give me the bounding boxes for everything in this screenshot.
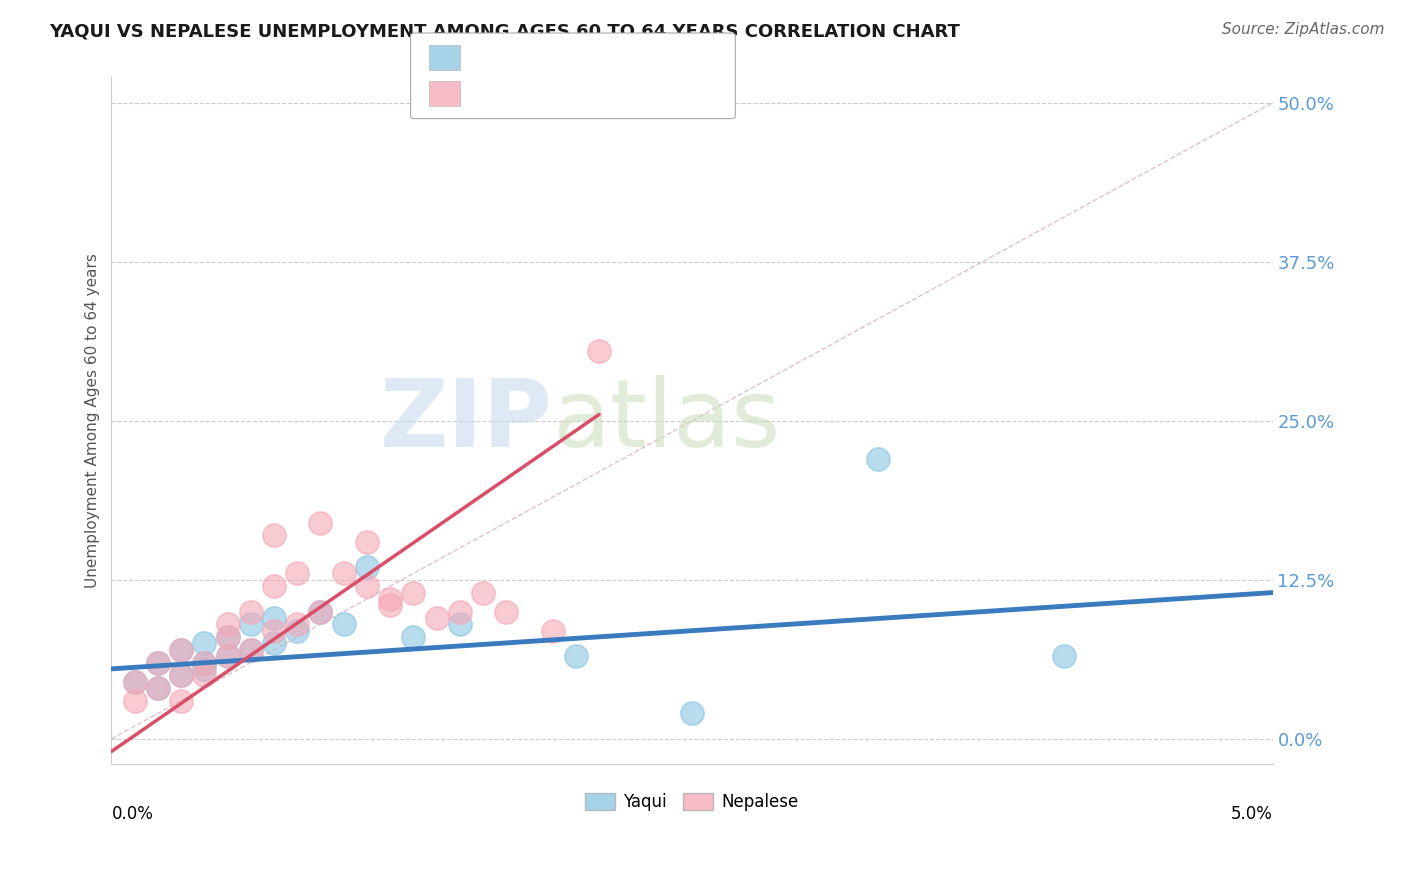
Point	[449, 605, 471, 619]
Point	[146, 656, 169, 670]
Text: N = 24: N = 24	[612, 49, 669, 67]
Point	[541, 624, 564, 638]
Point	[239, 642, 262, 657]
Point	[402, 585, 425, 599]
Point	[263, 528, 285, 542]
Point	[449, 617, 471, 632]
Point	[356, 579, 378, 593]
Point	[866, 452, 889, 467]
Point	[565, 649, 588, 664]
Point	[217, 630, 239, 644]
Point	[472, 585, 495, 599]
Point	[124, 694, 146, 708]
Point	[239, 642, 262, 657]
Point	[217, 649, 239, 664]
Point	[425, 611, 447, 625]
Text: ZIP: ZIP	[380, 375, 553, 467]
Point	[309, 605, 332, 619]
Point	[170, 694, 193, 708]
Point	[356, 560, 378, 574]
Point	[332, 617, 354, 632]
Legend: Yaqui, Nepalese: Yaqui, Nepalese	[578, 786, 806, 818]
Point	[378, 591, 401, 606]
Point	[1052, 649, 1074, 664]
Point	[239, 617, 262, 632]
Point	[146, 681, 169, 695]
Point	[309, 605, 332, 619]
Point	[146, 681, 169, 695]
Point	[217, 649, 239, 664]
Point	[285, 566, 308, 581]
Point	[193, 662, 215, 676]
Point	[124, 674, 146, 689]
Point	[285, 617, 308, 632]
Point	[217, 630, 239, 644]
Point	[193, 656, 215, 670]
Point	[193, 636, 215, 650]
Y-axis label: Unemployment Among Ages 60 to 64 years: Unemployment Among Ages 60 to 64 years	[86, 253, 100, 589]
Point	[217, 617, 239, 632]
Point	[239, 605, 262, 619]
Point	[681, 706, 703, 721]
Point	[588, 343, 610, 358]
Point	[193, 656, 215, 670]
Point	[495, 605, 517, 619]
Text: atlas: atlas	[553, 375, 780, 467]
Text: Source: ZipAtlas.com: Source: ZipAtlas.com	[1222, 22, 1385, 37]
Point	[332, 566, 354, 581]
Point	[309, 516, 332, 530]
Text: YAQUI VS NEPALESE UNEMPLOYMENT AMONG AGES 60 TO 64 YEARS CORRELATION CHART: YAQUI VS NEPALESE UNEMPLOYMENT AMONG AGE…	[49, 22, 960, 40]
Point	[263, 624, 285, 638]
Point	[193, 668, 215, 682]
Text: 5.0%: 5.0%	[1230, 805, 1272, 823]
Point	[263, 579, 285, 593]
Point	[378, 599, 401, 613]
Point	[285, 624, 308, 638]
Point	[170, 642, 193, 657]
Text: R = 0.230: R = 0.230	[468, 49, 551, 67]
Point	[263, 636, 285, 650]
Point	[170, 642, 193, 657]
Point	[263, 611, 285, 625]
Point	[170, 668, 193, 682]
Text: R = 0.693: R = 0.693	[468, 85, 551, 103]
Point	[170, 668, 193, 682]
Point	[356, 534, 378, 549]
Text: 0.0%: 0.0%	[111, 805, 153, 823]
Text: N = 33: N = 33	[612, 85, 669, 103]
Point	[146, 656, 169, 670]
Point	[124, 674, 146, 689]
Point	[402, 630, 425, 644]
